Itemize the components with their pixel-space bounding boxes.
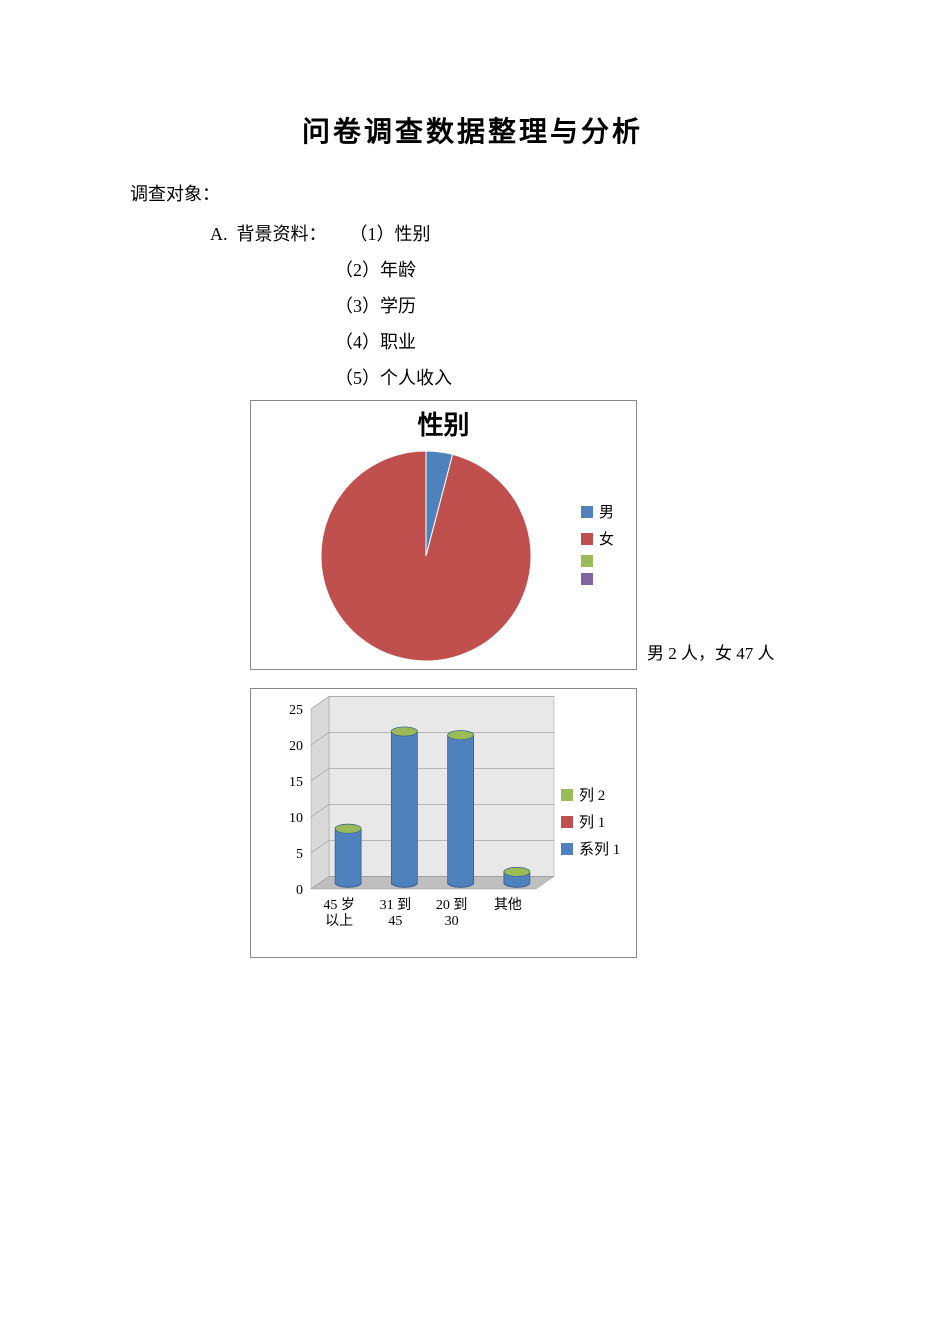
svg-text:5: 5: [296, 847, 303, 862]
bar-chart-row: 0 5 10 15 20 25 45 岁以上 31 到45 20 到30 其他 列 2 列 1 系列 …: [250, 688, 945, 958]
svg-text:0: 0: [296, 883, 303, 898]
svg-text:15: 15: [289, 775, 303, 790]
legend-item: [581, 573, 614, 585]
legend-swatch: [561, 843, 573, 855]
legend-label: 系列 1: [579, 838, 620, 859]
bar-chart: 0 5 10 15 20 25 45 岁以上 31 到45 20 到30 其他 列 2 列 1 系列 …: [250, 688, 637, 958]
section-a-item-2: （3）学历: [335, 288, 945, 324]
pie-chart: 性别 男女: [250, 400, 637, 670]
section-a-item-4: （5）个人收入: [335, 360, 945, 396]
section-a-item-3: （4）职业: [335, 324, 945, 360]
legend-label: 列 2: [579, 784, 605, 805]
page: 问卷调查数据整理与分析 调查对象： A. 背景资料： （1）性别 （2）年龄 （…: [0, 0, 945, 958]
svg-text:10: 10: [289, 811, 303, 826]
svg-text:45 岁: 45 岁: [323, 897, 355, 913]
legend-item: 男: [581, 501, 614, 522]
section-a-row: A. 背景资料： （1）性别: [210, 216, 945, 252]
legend-item: 系列 1: [561, 838, 620, 859]
legend-swatch: [581, 555, 593, 567]
bar-chart-legend: 列 2 列 1 系列 1: [561, 784, 620, 865]
legend-item: 女: [581, 528, 614, 549]
pie-chart-title: 性别: [251, 405, 636, 442]
legend-swatch: [561, 816, 573, 828]
legend-label: 列 1: [579, 811, 605, 832]
svg-text:其他: 其他: [494, 897, 522, 913]
section-a-label: A. 背景资料：: [210, 224, 327, 244]
svg-text:30: 30: [445, 914, 459, 929]
pie-chart-legend: 男女: [581, 501, 614, 591]
subject-label: 调查对象：: [130, 178, 945, 210]
svg-text:20 到: 20 到: [436, 897, 468, 913]
legend-swatch: [581, 533, 593, 545]
legend-swatch: [581, 506, 593, 518]
svg-text:45: 45: [388, 914, 402, 929]
pie-chart-caption: 男 2 人，女 47 人: [647, 639, 775, 670]
legend-item: 列 2: [561, 784, 620, 805]
legend-label: 男: [599, 501, 614, 522]
page-title: 问卷调查数据整理与分析: [0, 110, 945, 150]
svg-text:20: 20: [289, 739, 303, 754]
svg-text:25: 25: [289, 703, 303, 718]
legend-swatch: [581, 573, 593, 585]
section-a-item-0: （1）性别: [350, 224, 431, 244]
legend-swatch: [561, 789, 573, 801]
legend-item: 列 1: [561, 811, 620, 832]
legend-item: [581, 555, 614, 567]
section-a-item-1: （2）年龄: [335, 252, 945, 288]
pie-chart-row: 性别 男女 男 2 人，女 47 人: [250, 400, 945, 670]
svg-text:31 到: 31 到: [380, 897, 412, 913]
svg-text:以上: 以上: [325, 913, 353, 929]
legend-label: 女: [599, 528, 614, 549]
